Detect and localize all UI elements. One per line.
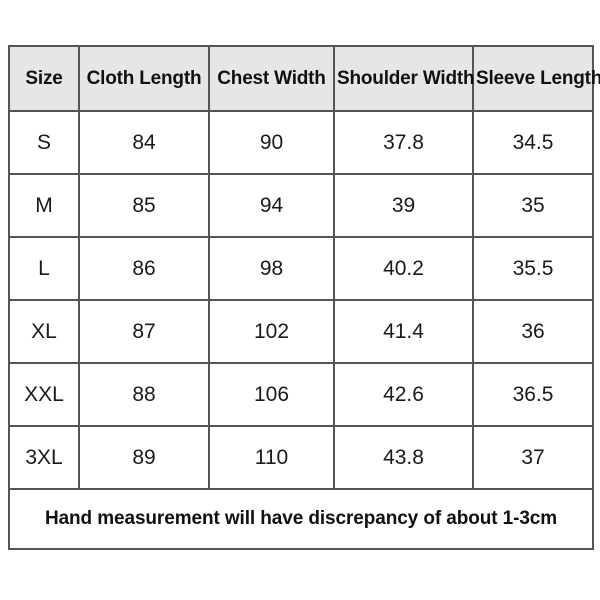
column-header-sleeve-length: Sleeve Length bbox=[472, 45, 600, 112]
footer-row: Hand measurement will have discrepancy o… bbox=[8, 488, 594, 550]
table-header: Size Cloth Length Chest Width Shoulder W… bbox=[8, 45, 600, 112]
cell-shoulder-width: 40.2 bbox=[333, 236, 474, 301]
cell-shoulder-width: 37.8 bbox=[333, 110, 474, 175]
cell-size: XXL bbox=[8, 362, 80, 427]
size-chart-table: Size Cloth Length Chest Width Shoulder W… bbox=[8, 45, 600, 550]
cell-cloth-length: 89 bbox=[78, 425, 210, 490]
table-body: S 84 90 37.8 34.5 M 85 94 39 35 L 86 98 bbox=[8, 110, 594, 490]
table-row: S 84 90 37.8 34.5 bbox=[8, 110, 594, 175]
cell-size: 3XL bbox=[8, 425, 80, 490]
cell-sleeve-length: 35 bbox=[472, 173, 594, 238]
column-header-cloth-length: Cloth Length bbox=[78, 45, 210, 112]
cell-size: S bbox=[8, 110, 80, 175]
table-row: L 86 98 40.2 35.5 bbox=[8, 236, 594, 301]
table-footer: Hand measurement will have discrepancy o… bbox=[8, 488, 594, 550]
table-row: M 85 94 39 35 bbox=[8, 173, 594, 238]
column-header-shoulder-width: Shoulder Width bbox=[333, 45, 475, 112]
cell-chest-width: 98 bbox=[208, 236, 335, 301]
cell-size: M bbox=[8, 173, 80, 238]
header-row: Size Cloth Length Chest Width Shoulder W… bbox=[8, 45, 600, 112]
cell-chest-width: 106 bbox=[208, 362, 335, 427]
size-chart-container: Size Cloth Length Chest Width Shoulder W… bbox=[8, 45, 600, 550]
cell-cloth-length: 87 bbox=[78, 299, 210, 364]
cell-size: XL bbox=[8, 299, 80, 364]
cell-chest-width: 90 bbox=[208, 110, 335, 175]
table-row: XXL 88 106 42.6 36.5 bbox=[8, 362, 594, 427]
cell-shoulder-width: 39 bbox=[333, 173, 474, 238]
cell-chest-width: 110 bbox=[208, 425, 335, 490]
table-row: 3XL 89 110 43.8 37 bbox=[8, 425, 594, 490]
cell-sleeve-length: 36.5 bbox=[472, 362, 594, 427]
cell-sleeve-length: 36 bbox=[472, 299, 594, 364]
cell-sleeve-length: 34.5 bbox=[472, 110, 594, 175]
cell-cloth-length: 86 bbox=[78, 236, 210, 301]
cell-shoulder-width: 43.8 bbox=[333, 425, 474, 490]
measurement-disclaimer-note: Hand measurement will have discrepancy o… bbox=[8, 488, 594, 550]
cell-shoulder-width: 41.4 bbox=[333, 299, 474, 364]
cell-cloth-length: 85 bbox=[78, 173, 210, 238]
cell-sleeve-length: 37 bbox=[472, 425, 594, 490]
cell-size: L bbox=[8, 236, 80, 301]
cell-cloth-length: 88 bbox=[78, 362, 210, 427]
table-row: XL 87 102 41.4 36 bbox=[8, 299, 594, 364]
cell-chest-width: 102 bbox=[208, 299, 335, 364]
column-header-chest-width: Chest Width bbox=[208, 45, 335, 112]
cell-sleeve-length: 35.5 bbox=[472, 236, 594, 301]
cell-cloth-length: 84 bbox=[78, 110, 210, 175]
column-header-size: Size bbox=[8, 45, 80, 112]
cell-chest-width: 94 bbox=[208, 173, 335, 238]
cell-shoulder-width: 42.6 bbox=[333, 362, 474, 427]
